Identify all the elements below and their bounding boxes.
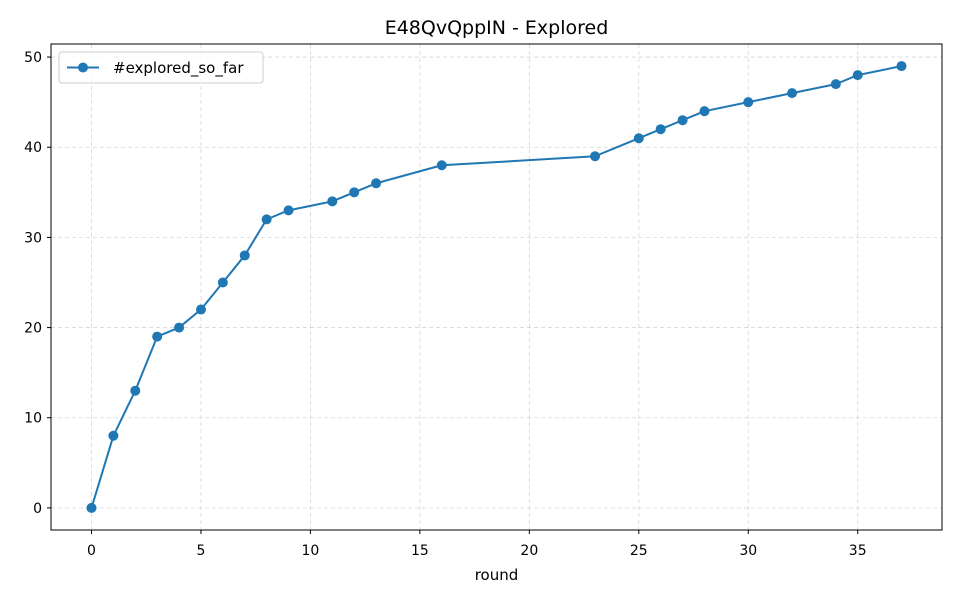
x-tick-label: 25 — [630, 543, 648, 559]
y-axis-ticks: 0 10 20 30 40 50 — [24, 50, 51, 517]
legend-box — [58, 51, 264, 84]
data-point — [830, 79, 841, 90]
x-tick-label: 5 — [196, 543, 205, 559]
data-point — [896, 61, 907, 72]
y-tick-label: 20 — [24, 321, 42, 337]
x-tick-label: 15 — [411, 543, 429, 559]
x-tick-label: 10 — [302, 543, 320, 559]
data-point — [130, 385, 141, 396]
y-tick-label: 0 — [33, 501, 42, 517]
data-point — [633, 133, 644, 144]
data-point — [327, 196, 338, 207]
data-point — [371, 178, 382, 189]
plot-frame — [50, 43, 943, 531]
data-point — [852, 70, 863, 81]
y-tick-label: 50 — [24, 50, 42, 66]
data-point — [677, 115, 688, 126]
legend: #explored_so_far — [58, 51, 264, 84]
data-point — [787, 88, 798, 99]
data-point — [349, 187, 360, 198]
data-point — [743, 97, 754, 108]
data-point — [195, 304, 206, 315]
data-point — [590, 151, 601, 162]
x-tick-label: 35 — [849, 543, 867, 559]
data-point — [108, 430, 119, 441]
data-point — [436, 160, 447, 171]
data-point — [261, 214, 272, 225]
x-tick-label: 20 — [520, 543, 538, 559]
y-tick-label: 10 — [24, 411, 42, 427]
x-axis-ticks: 0 5 10 15 20 25 30 35 — [87, 530, 867, 559]
series-layer — [86, 61, 907, 513]
y-tick-label: 30 — [24, 230, 42, 246]
legend-entry-label: #explored_so_far — [113, 59, 244, 78]
data-point — [217, 277, 228, 288]
data-point — [655, 124, 666, 135]
data-point — [152, 331, 163, 342]
data-point — [699, 106, 710, 117]
plot-area — [50, 43, 943, 531]
legend-marker-swatch — [78, 62, 88, 73]
data-point — [239, 250, 250, 261]
x-tick-label: 30 — [739, 543, 757, 559]
x-tick-label: 0 — [87, 543, 96, 559]
data-point — [174, 322, 185, 333]
y-tick-label: 40 — [24, 140, 42, 156]
chart-title: E48QvQppIN - Explored — [385, 17, 609, 39]
x-axis-label: round — [475, 566, 519, 584]
data-point — [283, 205, 294, 216]
data-point — [86, 502, 97, 513]
